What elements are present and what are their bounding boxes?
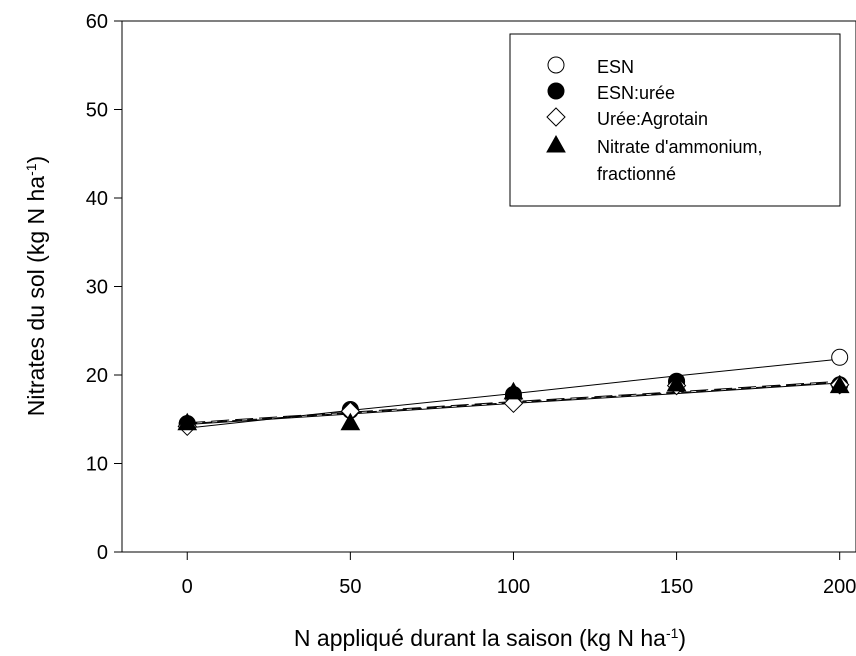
data-markers (177, 348, 850, 437)
legend-label-uree-agrotain: Urée:Agrotain (597, 109, 708, 129)
y-axis: 0 10 20 30 40 50 60 (86, 11, 122, 564)
y-tick-label: 30 (86, 277, 108, 299)
x-tick-label: 200 (823, 576, 856, 598)
legend: ESN ESN:urée Urée:Agrotain Nitrate d'amm… (509, 33, 841, 207)
x-axis-title-sup: -1 (666, 625, 679, 641)
data-point-series-1 (831, 348, 849, 366)
legend-box (509, 33, 841, 207)
legend-label-esn-uree: ESN:urée (597, 83, 675, 103)
y-axis-title-end: ) (23, 156, 49, 164)
x-axis-title-main: N appliqué durant la saison (kg N ha (294, 625, 666, 651)
data-point-series-4 (829, 375, 850, 394)
y-axis-title-main: Nitrates du sol (kg N ha (23, 176, 49, 417)
legend-symbol-3 (546, 107, 566, 127)
y-axis-title: Nitrates du sol (kg N ha-1) (23, 156, 49, 416)
x-tick-label: 150 (660, 576, 693, 598)
series-line-4 (187, 381, 840, 425)
data-point-series-4 (503, 381, 524, 400)
data-point-series-4 (340, 412, 361, 431)
y-tick-label: 40 (86, 188, 108, 210)
y-tick-label: 0 (97, 542, 108, 564)
legend-label-nitrate-ammonium: Nitrate d'ammonium, (597, 137, 763, 157)
y-tick-label: 50 (86, 100, 108, 122)
x-axis: 0 50 100 150 200 (182, 552, 856, 598)
x-axis-title-end: ) (678, 625, 686, 651)
y-axis-title-sup: -1 (23, 163, 39, 176)
legend-label-esn: ESN (597, 57, 634, 77)
x-tick-label: 50 (339, 576, 361, 598)
legend-symbol-4 (546, 134, 566, 153)
x-axis-title: N appliqué durant la saison (kg N ha-1) (294, 625, 686, 651)
legend-symbol-2 (547, 82, 565, 100)
data-point-series-4 (177, 412, 198, 431)
y-tick-label: 60 (86, 11, 108, 33)
y-tick-label: 10 (86, 454, 108, 476)
y-tick-label: 20 (86, 365, 108, 387)
legend-symbol-1 (547, 56, 565, 74)
x-tick-label: 0 (182, 576, 193, 598)
x-tick-label: 100 (497, 576, 530, 598)
legend-symbols (546, 56, 566, 153)
data-point-series-4 (666, 373, 687, 392)
legend-label-nitrate-ammonium-line2: fractionné (597, 164, 676, 184)
